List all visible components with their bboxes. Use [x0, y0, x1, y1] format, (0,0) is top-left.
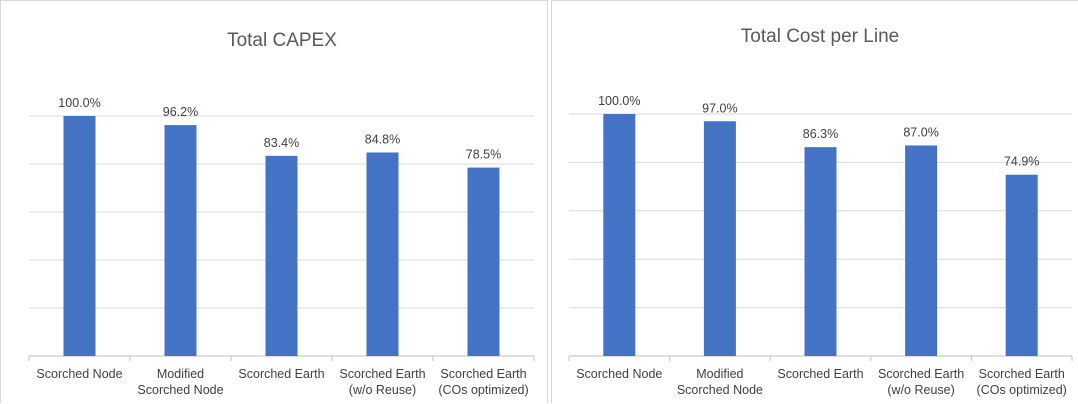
data-label: 100.0% — [58, 96, 100, 110]
chart-svg-total-cost-per-line: Total Cost per Line 100.0% Scorched Node 97… — [568, 26, 1073, 397]
x-tick-label: Scorched Earth — [777, 367, 863, 381]
data-label: 84.8% — [365, 132, 400, 146]
x-tick-label-line: (COs optimized) — [977, 383, 1067, 397]
x-tick-label-line: Scorched Earth — [777, 367, 863, 381]
x-tick-label: Scorched Earth (w/o Reuse) — [339, 367, 425, 397]
bar — [63, 116, 96, 356]
x-tick-label-line: Scorched Node — [137, 383, 223, 397]
x-tick-label: Scorched Earth (COs optimized) — [438, 367, 528, 397]
chart-title: Total CAPEX — [227, 30, 337, 51]
bar — [265, 155, 298, 356]
bar — [164, 125, 197, 357]
x-tick-label-line: (w/o Reuse) — [349, 383, 416, 397]
data-label: 86.3% — [803, 127, 838, 141]
chart-title: Total Cost per Line — [741, 26, 899, 47]
x-tick-label-line: Scorched Earth — [979, 367, 1065, 381]
x-tick-label: Modified Scorched Node — [137, 367, 223, 397]
chart-svg-total-capex: Total CAPEX 100.0% Scorched Node 96.2% Modif… — [28, 30, 535, 397]
data-label: 87.0% — [903, 125, 938, 139]
x-tick-label-line: Scorched Node — [677, 383, 763, 397]
x-tick-label-line: Scorched Node — [36, 367, 122, 381]
x-tick-label: Scorched Node — [576, 367, 662, 381]
bar — [905, 145, 938, 356]
x-tick-label-line: Scorched Earth — [878, 367, 964, 381]
data-label: 96.2% — [163, 105, 198, 119]
data-label: 100.0% — [598, 94, 640, 108]
bar — [603, 114, 636, 356]
x-tick-label-line: Scorched Earth — [238, 367, 324, 381]
chart-total-cost-per-line: Total Cost per Line 100.0% Scorched Node 97… — [551, 0, 1078, 403]
x-tick-label-line: Scorched Node — [576, 367, 662, 381]
bar — [467, 167, 500, 356]
x-tick-label: Modified Scorched Node — [677, 367, 763, 397]
bar — [703, 121, 736, 356]
x-tick-label: Scorched Node — [36, 367, 122, 381]
x-tick-label: Scorched Earth (w/o Reuse) — [878, 367, 964, 397]
x-tick-label-line: Scorched Earth — [339, 367, 425, 381]
chart-total-capex: Total CAPEX 100.0% Scorched Node 96.2% Modif… — [0, 0, 548, 403]
x-tick-label-line: (w/o Reuse) — [887, 383, 954, 397]
data-label: 78.5% — [466, 148, 501, 162]
data-label: 74.9% — [1004, 155, 1039, 169]
x-tick-label: Scorched Earth — [238, 367, 324, 381]
bar — [804, 147, 837, 356]
data-label: 83.4% — [264, 136, 299, 150]
bar — [366, 152, 399, 356]
bar — [1005, 174, 1038, 356]
x-tick-label-line: (COs optimized) — [438, 383, 528, 397]
x-tick-label: Scorched Earth (COs optimized) — [977, 367, 1067, 397]
x-tick-label-line: Modified — [157, 367, 204, 381]
x-tick-label-line: Modified — [696, 367, 743, 381]
data-label: 97.0% — [702, 101, 737, 115]
x-tick-label-line: Scorched Earth — [440, 367, 526, 381]
